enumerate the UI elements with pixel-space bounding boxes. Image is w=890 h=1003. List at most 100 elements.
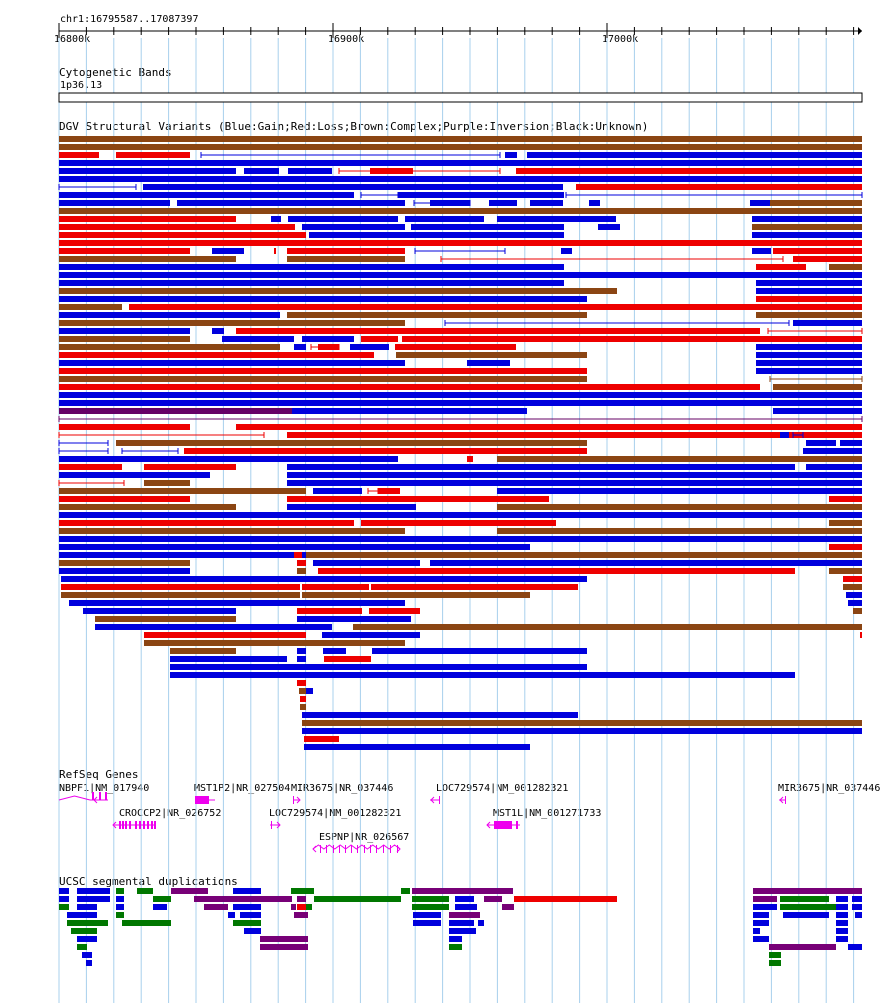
- segdup-block[interactable]: [71, 928, 97, 934]
- dgv-variant[interactable]: [59, 264, 564, 270]
- gene-label-mir3675-a[interactable]: MIR3675|NR_037446: [291, 783, 394, 794]
- dgv-variant[interactable]: [59, 240, 862, 246]
- dgv-variant[interactable]: [372, 648, 587, 654]
- dgv-variant[interactable]: [561, 248, 572, 254]
- dgv-variant[interactable]: [274, 248, 276, 254]
- dgv-variant[interactable]: [840, 440, 862, 446]
- segdup-block[interactable]: [297, 896, 306, 902]
- dgv-variant[interactable]: [170, 656, 287, 662]
- dgv-variant[interactable]: [59, 328, 190, 334]
- dgv-variant[interactable]: [59, 472, 210, 478]
- dgv-variant[interactable]: [752, 248, 771, 254]
- segdup-block[interactable]: [478, 920, 484, 926]
- dgv-variant[interactable]: [369, 608, 420, 614]
- segdup-block[interactable]: [401, 888, 410, 894]
- gene-label-espnp[interactable]: ESPNP|NR_026567: [319, 832, 410, 843]
- dgv-variant[interactable]: [497, 504, 862, 510]
- dgv-variant[interactable]: [793, 256, 862, 262]
- segdup-block[interactable]: [244, 928, 261, 934]
- segdup-block[interactable]: [306, 904, 312, 910]
- gene-exon[interactable]: [351, 845, 352, 853]
- segdup-block[interactable]: [260, 936, 308, 942]
- dgv-variant[interactable]: [302, 720, 862, 726]
- dgv-variant[interactable]: [402, 336, 862, 342]
- dgv-variant[interactable]: [287, 464, 795, 470]
- dgv-variant[interactable]: [770, 200, 862, 206]
- dgv-variant[interactable]: [843, 576, 862, 582]
- dgv-variant[interactable]: [430, 200, 470, 206]
- segdup-block[interactable]: [449, 936, 462, 942]
- gene-exon[interactable]: [494, 821, 512, 829]
- dgv-variant[interactable]: [750, 200, 770, 206]
- refseq-track-title[interactable]: RefSeq Genes: [59, 768, 139, 781]
- dgv-variant[interactable]: [302, 712, 578, 718]
- segdup-block[interactable]: [59, 904, 69, 910]
- dgv-variant[interactable]: [59, 144, 862, 150]
- segdup-block[interactable]: [455, 904, 477, 910]
- gene-exon[interactable]: [326, 845, 327, 853]
- dgv-variant[interactable]: [806, 440, 836, 446]
- dgv-variant[interactable]: [59, 336, 190, 342]
- segdup-block[interactable]: [753, 928, 760, 934]
- dgv-variant[interactable]: [848, 600, 862, 606]
- segdup-block[interactable]: [260, 944, 308, 950]
- dgv-variant[interactable]: [292, 408, 527, 414]
- segdup-block[interactable]: [240, 912, 261, 918]
- dgv-variant[interactable]: [756, 368, 862, 374]
- dgv-variant[interactable]: [324, 656, 371, 662]
- segdup-block[interactable]: [753, 904, 777, 910]
- dgv-variant[interactable]: [59, 192, 354, 198]
- dgv-variant[interactable]: [313, 488, 362, 494]
- dgv-variant[interactable]: [59, 232, 306, 238]
- dgv-variant[interactable]: [302, 592, 530, 598]
- segdup-block[interactable]: [753, 888, 862, 894]
- gene-intron[interactable]: [58, 795, 91, 801]
- dgv-variant[interactable]: [59, 216, 236, 222]
- dgv-variant[interactable]: [170, 672, 795, 678]
- segdup-block[interactable]: [836, 920, 848, 926]
- gene-exon[interactable]: [339, 845, 340, 853]
- gene-exon[interactable]: [147, 821, 149, 829]
- gene-exon[interactable]: [345, 845, 346, 853]
- dgv-variant[interactable]: [61, 584, 300, 590]
- dgv-variant[interactable]: [306, 688, 313, 694]
- segdup-block[interactable]: [116, 904, 124, 910]
- dgv-variant[interactable]: [306, 552, 862, 558]
- dgv-variant[interactable]: [144, 640, 405, 646]
- dgv-variant[interactable]: [353, 624, 862, 630]
- segdup-block[interactable]: [836, 928, 848, 934]
- dgv-variant[interactable]: [294, 552, 302, 558]
- dgv-variant[interactable]: [371, 584, 578, 590]
- dgv-variant[interactable]: [756, 312, 862, 318]
- gene-exon[interactable]: [293, 796, 294, 804]
- dgv-variant[interactable]: [350, 344, 389, 350]
- dgv-variant[interactable]: [287, 256, 405, 262]
- gene-exon[interactable]: [376, 845, 377, 853]
- gene-exon[interactable]: [439, 796, 440, 804]
- gene-exon[interactable]: [119, 821, 121, 829]
- dgv-variant[interactable]: [756, 288, 862, 294]
- gene-label-nbpf1[interactable]: NBPF1|NM_017940: [59, 783, 150, 794]
- dgv-variant[interactable]: [236, 328, 760, 334]
- segdup-block[interactable]: [855, 912, 862, 918]
- dgv-variant[interactable]: [773, 384, 862, 390]
- gene-exon[interactable]: [364, 845, 365, 853]
- dgv-variant[interactable]: [61, 592, 300, 598]
- dgv-variant[interactable]: [177, 200, 405, 206]
- gene-exon[interactable]: [151, 821, 153, 829]
- dgv-variant[interactable]: [287, 504, 416, 510]
- dgv-variant[interactable]: [430, 560, 862, 566]
- segdup-block[interactable]: [769, 944, 836, 950]
- gene-exon[interactable]: [92, 792, 94, 800]
- gene-label-loc729574-a[interactable]: LOC729574|NM_001282321: [436, 783, 569, 794]
- dgv-variant[interactable]: [59, 352, 374, 358]
- dgv-variant[interactable]: [297, 616, 306, 622]
- gene-exon[interactable]: [271, 821, 272, 829]
- dgv-variant[interactable]: [61, 576, 587, 582]
- gene-exon[interactable]: [105, 792, 107, 800]
- dgv-variant[interactable]: [129, 304, 862, 310]
- segdup-block[interactable]: [449, 920, 474, 926]
- dgv-variant[interactable]: [756, 344, 862, 350]
- dgv-variant[interactable]: [143, 184, 563, 190]
